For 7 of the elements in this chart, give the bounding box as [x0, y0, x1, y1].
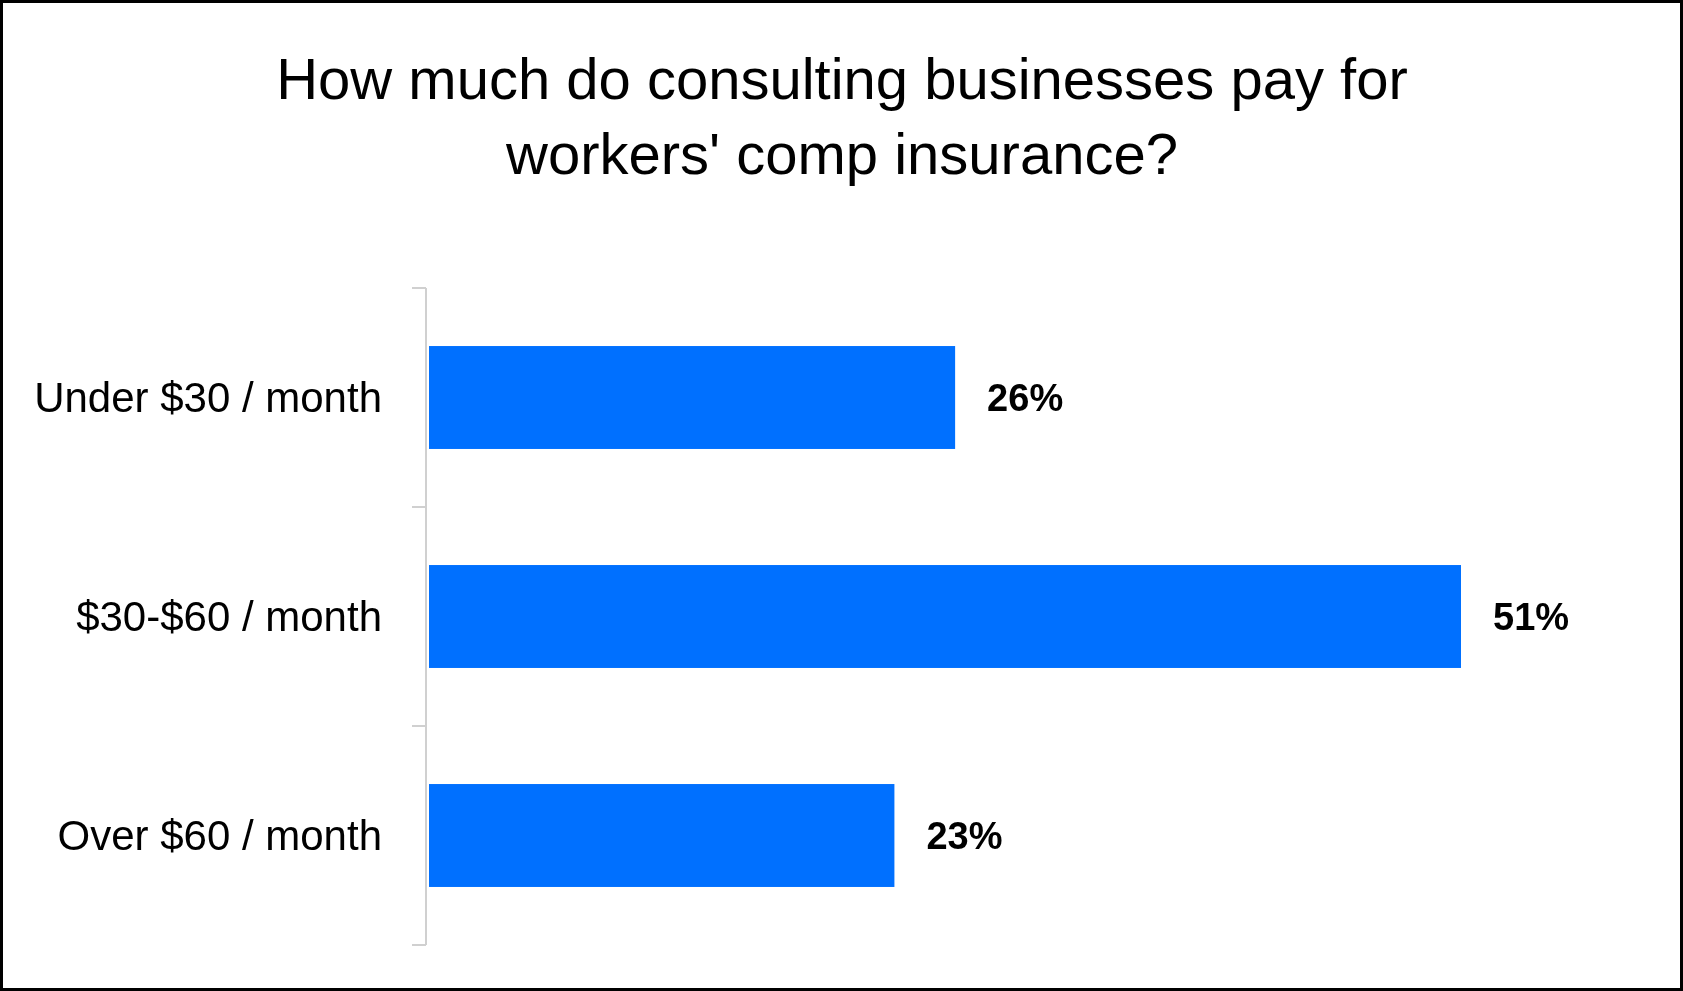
y-tick-label: Over $60 / month — [57, 812, 382, 860]
data-label: 23% — [926, 814, 1003, 857]
data-label: 51% — [1493, 595, 1570, 638]
chart-title: How much do consulting businesses pay for workers' comp insurance? — [276, 46, 1408, 186]
y-tick-label: $30-$60 / month — [76, 593, 382, 641]
y-tick-label: Under $30 / month — [34, 374, 382, 422]
data-label: 26% — [987, 376, 1064, 419]
